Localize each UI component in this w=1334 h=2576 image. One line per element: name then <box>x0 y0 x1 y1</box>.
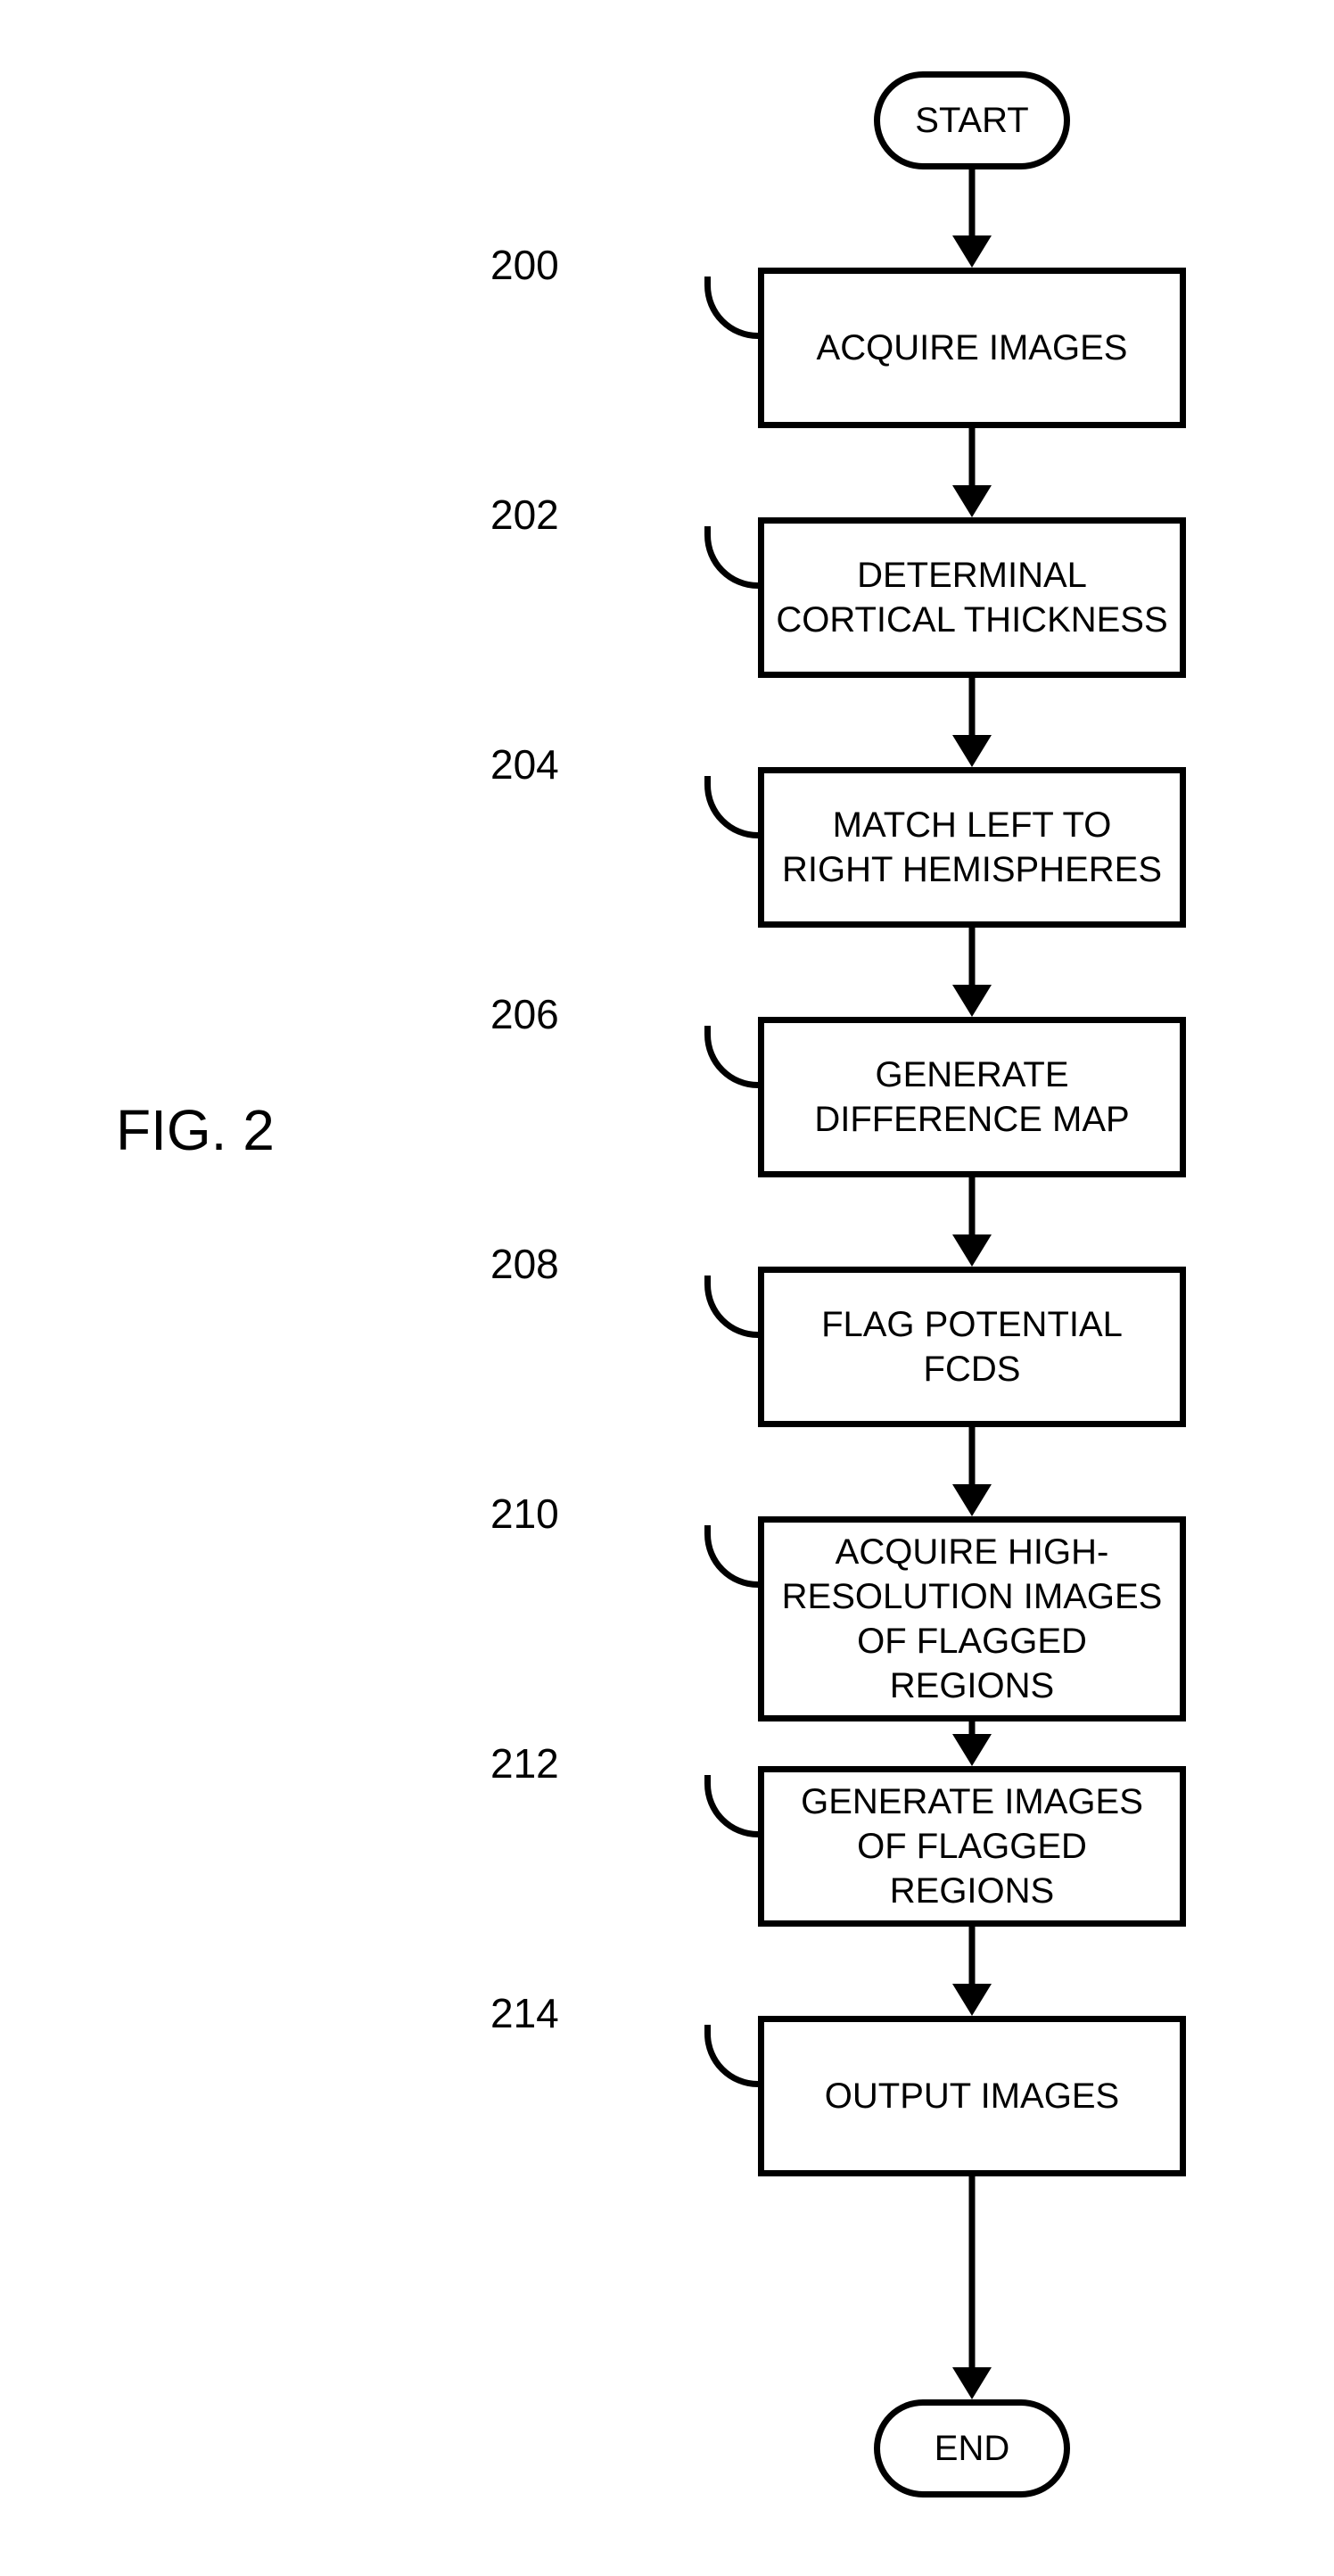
step-label-212: 212 <box>490 1739 559 1788</box>
leader-208 <box>704 1276 758 1338</box>
process-step-204: MATCH LEFT TO RIGHT HEMISPHERES <box>758 767 1186 928</box>
process-step-206: GENERATE DIFFERENCE MAP <box>758 1017 1186 1177</box>
process-step-214: OUTPUT IMAGES <box>758 2016 1186 2176</box>
terminator-start: START <box>874 71 1070 169</box>
terminator-end: END <box>874 2399 1070 2498</box>
leader-200 <box>704 277 758 339</box>
leader-212 <box>704 1775 758 1837</box>
process-step-212: GENERATE IMAGES OF FLAGGED REGIONS <box>758 1766 1186 1927</box>
step-label-210: 210 <box>490 1490 559 1538</box>
step-label-208: 208 <box>490 1240 559 1288</box>
leader-214 <box>704 2025 758 2087</box>
process-step-210: ACQUIRE HIGH-RESOLUTION IMAGES OF FLAGGE… <box>758 1516 1186 1721</box>
leader-206 <box>704 1026 758 1088</box>
leader-204 <box>704 776 758 838</box>
leader-210 <box>704 1525 758 1588</box>
step-label-204: 204 <box>490 740 559 788</box>
process-step-202: DETERMINAL CORTICAL THICKNESS <box>758 517 1186 678</box>
flowchart-stage: FIG. 2 START ACQUIRE IMAGES 200 DETERMINAL C… <box>0 0 1334 2576</box>
step-label-206: 206 <box>490 990 559 1038</box>
process-step-200: ACQUIRE IMAGES <box>758 268 1186 428</box>
figure-label: FIG. 2 <box>116 1097 275 1163</box>
process-step-208: FLAG POTENTIAL FCDS <box>758 1267 1186 1427</box>
leader-202 <box>704 526 758 589</box>
step-label-200: 200 <box>490 241 559 289</box>
step-label-214: 214 <box>490 1989 559 2037</box>
step-label-202: 202 <box>490 491 559 539</box>
